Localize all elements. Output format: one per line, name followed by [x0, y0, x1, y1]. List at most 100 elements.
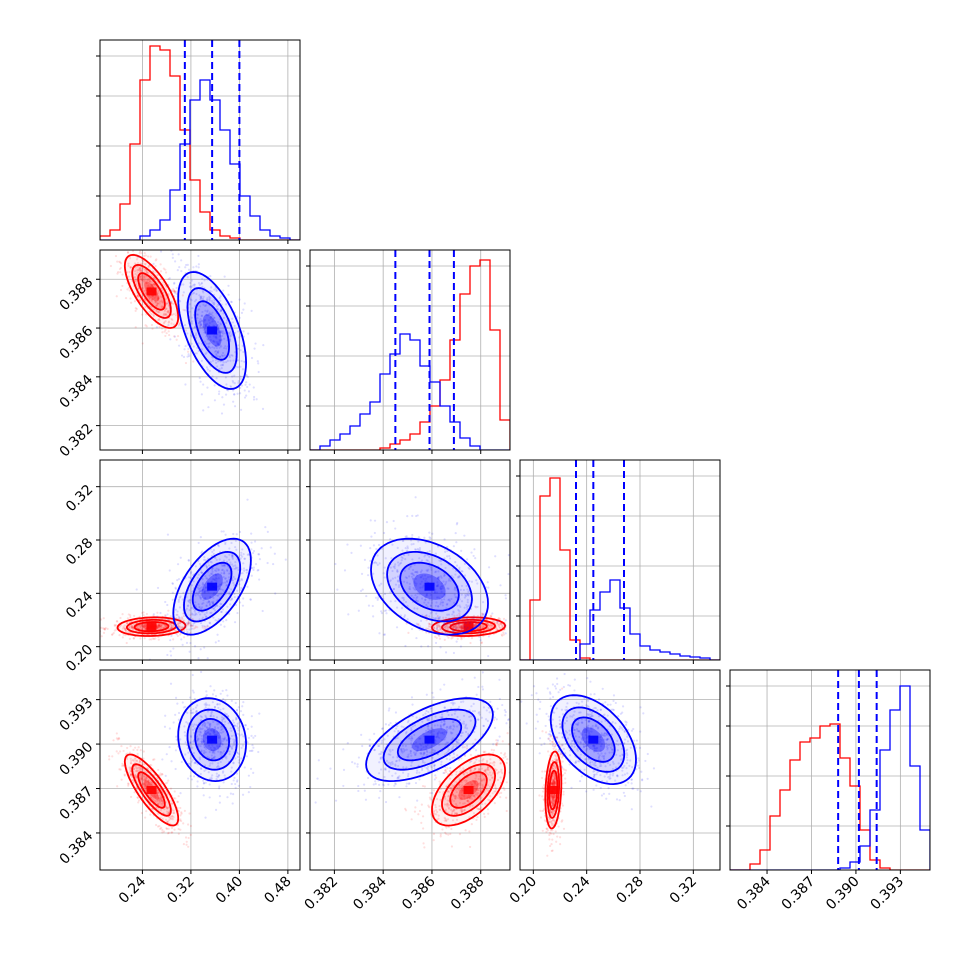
- scatter-point: [202, 383, 205, 386]
- scatter-point: [231, 554, 234, 557]
- scatter-point: [158, 801, 162, 804]
- scatter-point: [218, 593, 221, 596]
- scatter-point: [174, 696, 178, 699]
- scatter-point: [211, 578, 215, 581]
- scatter-point: [145, 271, 148, 274]
- scatter-point: [457, 783, 461, 787]
- scatter-point: [140, 251, 143, 255]
- scatter-point: [142, 757, 145, 760]
- scatter-point: [199, 597, 203, 600]
- scatter-point: [173, 335, 176, 338]
- scatter-point: [178, 244, 180, 246]
- scatter-point: [206, 310, 209, 313]
- scatter-point: [257, 553, 261, 556]
- scatter-point: [517, 629, 519, 631]
- scatter-point: [213, 750, 216, 753]
- scatter-point: [451, 613, 454, 616]
- scatter-point: [232, 359, 235, 362]
- scatter-point: [234, 539, 238, 542]
- scatter-point: [212, 600, 215, 603]
- scatter-point: [202, 598, 205, 602]
- scatter-point: [189, 601, 192, 604]
- scatter-point: [215, 766, 219, 769]
- scatter-point: [139, 269, 142, 272]
- scatter-point: [150, 323, 154, 327]
- scatter-point: [506, 758, 509, 761]
- scatter-point: [242, 567, 246, 570]
- scatter-point: [139, 268, 143, 272]
- scatter-point: [482, 624, 485, 627]
- scatter-point: [140, 774, 143, 777]
- scatter-point: [214, 576, 218, 580]
- scatter-point: [204, 324, 207, 328]
- scatter-point: [451, 630, 454, 633]
- scatter-point: [165, 313, 168, 316]
- scatter-point: [242, 701, 245, 704]
- scatter-point: [155, 309, 158, 312]
- scatter-point: [173, 335, 177, 338]
- scatter-point: [126, 746, 129, 750]
- scatter-point: [170, 322, 173, 325]
- scatter-point: [463, 795, 466, 798]
- scatter-point: [164, 818, 168, 821]
- scatter-point: [149, 285, 152, 288]
- scatter-point: [212, 596, 215, 600]
- scatter-point: [183, 725, 186, 728]
- scatter-point: [127, 246, 129, 248]
- scatter-point: [136, 261, 140, 265]
- scatter-point: [139, 759, 142, 763]
- scatter-point: [172, 290, 176, 293]
- scatter-point: [447, 826, 451, 829]
- scatter-point: [124, 629, 127, 632]
- scatter-point: [102, 627, 105, 630]
- scatter-point: [214, 349, 218, 353]
- scatter-point: [201, 325, 204, 329]
- scatter-point: [465, 584, 468, 588]
- scatter-point: [182, 355, 186, 359]
- scatter-point: [145, 325, 148, 328]
- scatter-point: [185, 641, 189, 644]
- scatter-point: [150, 283, 153, 286]
- scatter-point: [220, 583, 223, 586]
- scatter-point: [248, 383, 251, 386]
- scatter-point: [245, 374, 249, 377]
- scatter-point: [478, 626, 482, 630]
- scatter-point: [225, 321, 228, 325]
- scatter-point: [469, 795, 472, 798]
- scatter-point: [177, 253, 180, 256]
- scatter-point: [382, 572, 385, 575]
- scatter-point: [475, 793, 478, 796]
- scatter-point: [474, 738, 477, 741]
- scatter-point: [199, 587, 202, 590]
- scatter-point: [205, 576, 208, 580]
- scatter-point: [396, 546, 399, 549]
- scatter-point: [443, 573, 446, 577]
- scatter-point: [195, 735, 199, 738]
- scatter-point: [232, 400, 235, 403]
- scatter-point: [208, 289, 212, 293]
- scatter-point: [186, 350, 190, 353]
- scatter-point: [218, 390, 221, 393]
- scatter-point: [215, 361, 218, 364]
- scatter-point: [177, 809, 180, 813]
- scatter-point: [136, 767, 139, 770]
- scatter-point: [136, 796, 140, 799]
- scatter-point: [249, 767, 253, 770]
- scatter-point: [210, 777, 213, 780]
- scatter-point: [246, 568, 249, 572]
- scatter-point: [111, 633, 114, 636]
- scatter-point: [221, 569, 224, 572]
- scatter-point: [226, 796, 229, 799]
- scatter-point: [212, 335, 215, 338]
- scatter-point: [159, 794, 162, 797]
- scatter-point: [473, 794, 476, 798]
- scatter-point: [204, 714, 207, 717]
- scatter-point: [214, 694, 218, 698]
- scatter-point: [221, 334, 224, 338]
- scatter-point: [178, 617, 181, 620]
- scatter-point: [414, 577, 417, 580]
- scatter-point: [417, 540, 420, 543]
- scatter-point: [169, 639, 172, 642]
- scatter-point: [516, 632, 518, 634]
- scatter-point: [455, 812, 458, 815]
